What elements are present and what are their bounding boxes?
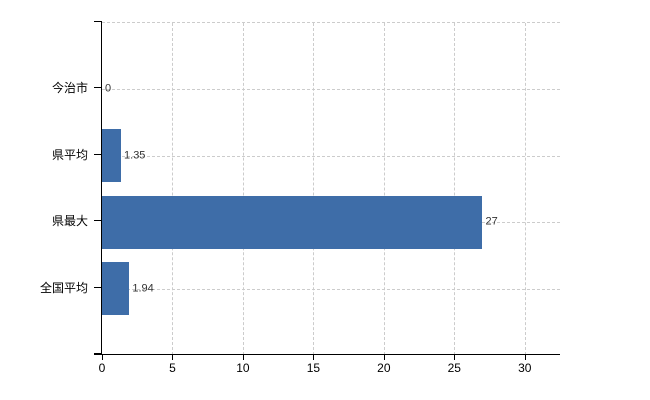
x-tick-label: 25 [447,361,461,375]
y-tick [94,153,101,155]
vertical-gridline [454,23,456,355]
horizontal-gridline [102,288,560,290]
category-label: 全国平均 [39,280,88,295]
x-tick-label: 15 [306,361,321,375]
vertical-gridline [242,23,244,355]
x-tick [242,355,244,360]
x-axis-line [94,354,560,355]
horizontal-gridline [102,155,560,157]
bar-value-label: 27 [485,215,498,228]
y-tick [94,21,101,22]
x-tick-label: 30 [518,361,532,375]
x-tick [172,355,174,360]
x-tick [524,355,526,360]
y-axis-line [101,21,102,355]
bar [102,129,122,183]
horizontal-gridline [102,89,560,91]
vertical-gridline [313,23,315,355]
bar [102,262,130,316]
x-tick-label: 20 [377,361,391,375]
x-tick-label: 5 [169,361,176,375]
x-tick [102,355,103,360]
bar-value-label: 1.94 [132,282,154,295]
bar [102,195,483,249]
x-tick [454,355,456,360]
vertical-gridline [383,23,385,355]
plot-area: 0 1.35 27 1.94 [102,22,560,355]
category-label: 県平均 [51,147,88,162]
vertical-gridline [172,23,174,355]
x-tick [313,355,315,360]
x-tick-label: 0 [98,361,106,375]
vertical-gridline [524,23,526,355]
bar-value-label: 0 [105,82,112,95]
category-label: 今治市 [51,81,88,96]
y-tick [94,220,101,222]
bar-value-label: 1.35 [124,149,146,162]
x-tick [383,355,385,360]
category-label: 県最大 [51,214,88,229]
y-tick [94,87,101,89]
y-tick [94,353,101,354]
y-tick [94,286,101,288]
x-tick-label: 10 [236,361,250,375]
